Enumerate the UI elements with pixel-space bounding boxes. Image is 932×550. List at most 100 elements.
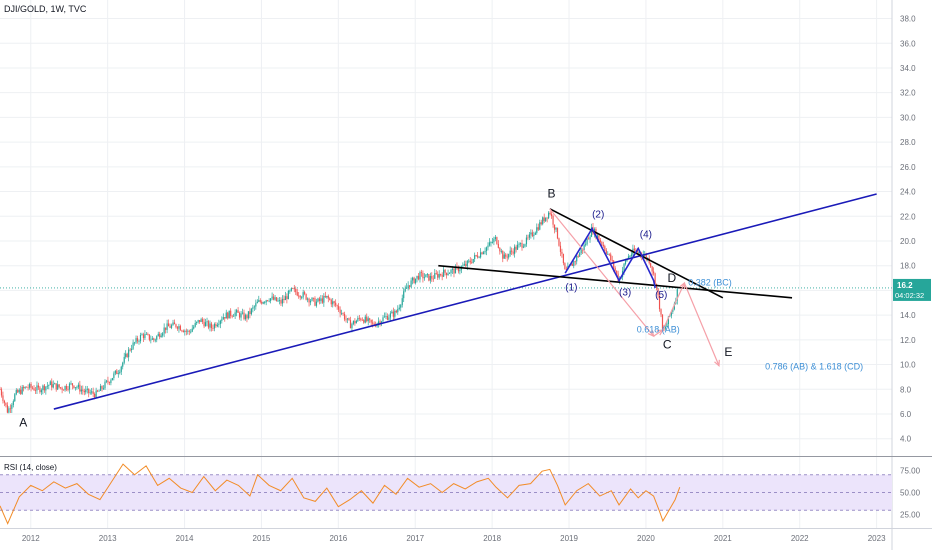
- candle-body: [459, 269, 461, 272]
- candle-body: [27, 387, 29, 389]
- candle-body: [101, 386, 103, 389]
- price-axis[interactable]: 4.06.08.010.012.014.016.018.020.022.024.…: [900, 15, 916, 444]
- candle-body: [222, 317, 224, 320]
- price-tick-label: 28.0: [900, 138, 916, 147]
- candle-body: [601, 241, 603, 245]
- candle-body: [167, 323, 170, 327]
- candle-body: [249, 311, 251, 315]
- candle-body: [392, 311, 394, 317]
- candle-body: [175, 324, 177, 328]
- candle-body: [574, 261, 576, 263]
- candle-body: [590, 227, 593, 237]
- candle-body: [607, 253, 609, 255]
- candle-body: [126, 353, 128, 358]
- rsi-axis[interactable]: 25.00 50.00 75.00: [900, 466, 921, 519]
- candle-body: [119, 371, 121, 374]
- time-tick-label: 2016: [329, 534, 347, 543]
- candle-body: [305, 293, 307, 300]
- candle-body: [178, 326, 180, 329]
- candle-body: [268, 300, 270, 302]
- candle-body: [398, 307, 400, 310]
- candle-body: [546, 217, 548, 219]
- candle-body: [67, 389, 69, 391]
- candle-body: [176, 327, 179, 329]
- candle-body: [411, 277, 414, 281]
- candle-body: [657, 288, 659, 296]
- candle-body: [163, 327, 165, 334]
- candle-body: [369, 318, 371, 320]
- candle-body: [58, 384, 60, 388]
- candle-body: [545, 217, 547, 222]
- candle-body: [221, 319, 223, 321]
- candle-body: [18, 389, 20, 393]
- candle-body: [493, 239, 495, 243]
- candle-body: [401, 298, 403, 306]
- candle-body: [589, 236, 591, 240]
- candle-body: [60, 387, 62, 389]
- candle-body: [500, 250, 502, 252]
- candle-body: [629, 256, 631, 257]
- candle-body: [539, 222, 541, 230]
- candle-body: [509, 250, 511, 255]
- candle-body: [185, 330, 187, 332]
- candle-body: [133, 342, 136, 344]
- candle-body: [258, 300, 260, 302]
- candle-body: [57, 384, 59, 390]
- chart-header: DJI/GOLD, 1W, TVC: [4, 4, 87, 14]
- candle-body: [462, 265, 464, 267]
- time-tick-label: 2023: [868, 534, 886, 543]
- rsi-tick-label: 25.00: [900, 511, 921, 520]
- candle-body: [240, 313, 242, 318]
- triangle-upper-line: [549, 208, 724, 299]
- candle-body: [670, 311, 672, 316]
- candle-body: [321, 298, 323, 303]
- candle-body: [218, 324, 220, 325]
- candle-body: [234, 312, 236, 316]
- candle-body: [151, 338, 153, 340]
- candle-body: [650, 263, 652, 267]
- candle-body: [314, 298, 316, 306]
- candle-body: [503, 254, 505, 259]
- candle-body: [428, 274, 430, 281]
- candle-body: [76, 387, 78, 389]
- candle-body: [236, 310, 238, 313]
- candle-body: [466, 260, 468, 267]
- candle-body: [468, 260, 470, 262]
- candle-body: [107, 380, 109, 383]
- candle-body: [416, 275, 418, 279]
- candle-body: [472, 258, 474, 263]
- candle-body: [131, 348, 133, 351]
- candle-body: [370, 319, 372, 323]
- candle-body: [357, 317, 359, 321]
- candle-body: [200, 319, 202, 322]
- projection-segment: [653, 329, 664, 337]
- candle-body: [397, 309, 399, 313]
- candle-body: [487, 245, 489, 248]
- time-axis[interactable]: 2012 2013 2014 2015 2016 2017 2018 2019 2020 2021…: [22, 534, 886, 543]
- candle-body: [138, 341, 140, 342]
- candle-body: [114, 370, 116, 374]
- candle-body: [420, 272, 423, 274]
- candle-body: [605, 250, 607, 254]
- price-tick-label: 26.0: [900, 163, 916, 172]
- candle-body: [451, 268, 454, 270]
- candle-body: [49, 381, 51, 386]
- candle-body: [366, 316, 368, 322]
- rsi-title[interactable]: RSI (14, close): [4, 463, 57, 472]
- candle-body: [94, 393, 96, 398]
- rsi-panel: [0, 463, 892, 525]
- candle-body: [64, 385, 66, 391]
- candle-body: [271, 296, 273, 299]
- candle-body: [173, 322, 176, 325]
- candle-body: [354, 320, 356, 324]
- candle-body: [514, 246, 516, 254]
- time-tick-label: 2015: [253, 534, 271, 543]
- candle-body: [324, 295, 326, 298]
- candle-body: [502, 250, 504, 259]
- candle-body: [165, 327, 167, 330]
- candle-body: [602, 244, 604, 247]
- candle-body: [86, 388, 88, 390]
- candle-body: [256, 301, 258, 304]
